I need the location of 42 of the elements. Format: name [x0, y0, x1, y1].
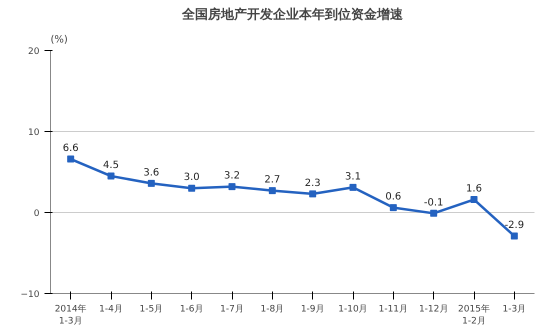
x-tick-label: 1-8月 [260, 304, 284, 314]
point [510, 232, 518, 240]
point [228, 183, 236, 190]
chart-title: 全国房地产开发企业本年到位资金增速 [181, 6, 404, 22]
x-tick-label: 1-5月 [139, 304, 164, 314]
x-tick-label: 2015年 1-2月 [458, 304, 490, 326]
data-label: 2.3 [304, 178, 321, 189]
y-tick-label: −10 [20, 290, 40, 300]
data-label: 3.0 [184, 172, 200, 184]
point [268, 187, 276, 194]
x-tick-label: 2014年 1-3月 [54, 304, 87, 326]
data-label: 2.7 [264, 174, 280, 186]
point [470, 196, 478, 204]
data-label: 3.1 [345, 171, 361, 182]
x-tick-label: 1-6月 [180, 304, 204, 314]
point [188, 184, 196, 192]
point [67, 156, 74, 163]
x-tick-label: 1-11月 [378, 304, 408, 314]
y-tick-label: 10 [28, 128, 40, 138]
y-axis-title: (%) [50, 34, 68, 46]
data-label: -0.1 [424, 197, 444, 208]
data-label: -2.9 [504, 220, 524, 231]
point [430, 210, 438, 217]
data-label: 4.5 [103, 160, 119, 172]
point [148, 180, 155, 187]
x-tick-label: 1-10月 [338, 304, 368, 314]
y-tick-label: 0 [34, 209, 40, 219]
point [309, 190, 316, 198]
data-label: 1.6 [466, 184, 482, 195]
x-tick-label: 1-7月 [220, 304, 244, 314]
point [390, 204, 397, 212]
x-tick-label: 1-9月 [300, 304, 325, 314]
x-tick-label: 1-12月 [418, 304, 448, 314]
x-tick-label: 1-3月 [502, 304, 526, 314]
point [108, 172, 114, 180]
point [350, 184, 356, 191]
y-tick-label: 20 [28, 47, 40, 57]
x-tick-label: 1-4月 [99, 304, 123, 314]
data-label: 6.6 [62, 143, 79, 154]
data-label: 0.6 [385, 192, 402, 203]
data-label: 3.6 [143, 167, 160, 178]
data-label: 3.2 [224, 170, 240, 182]
